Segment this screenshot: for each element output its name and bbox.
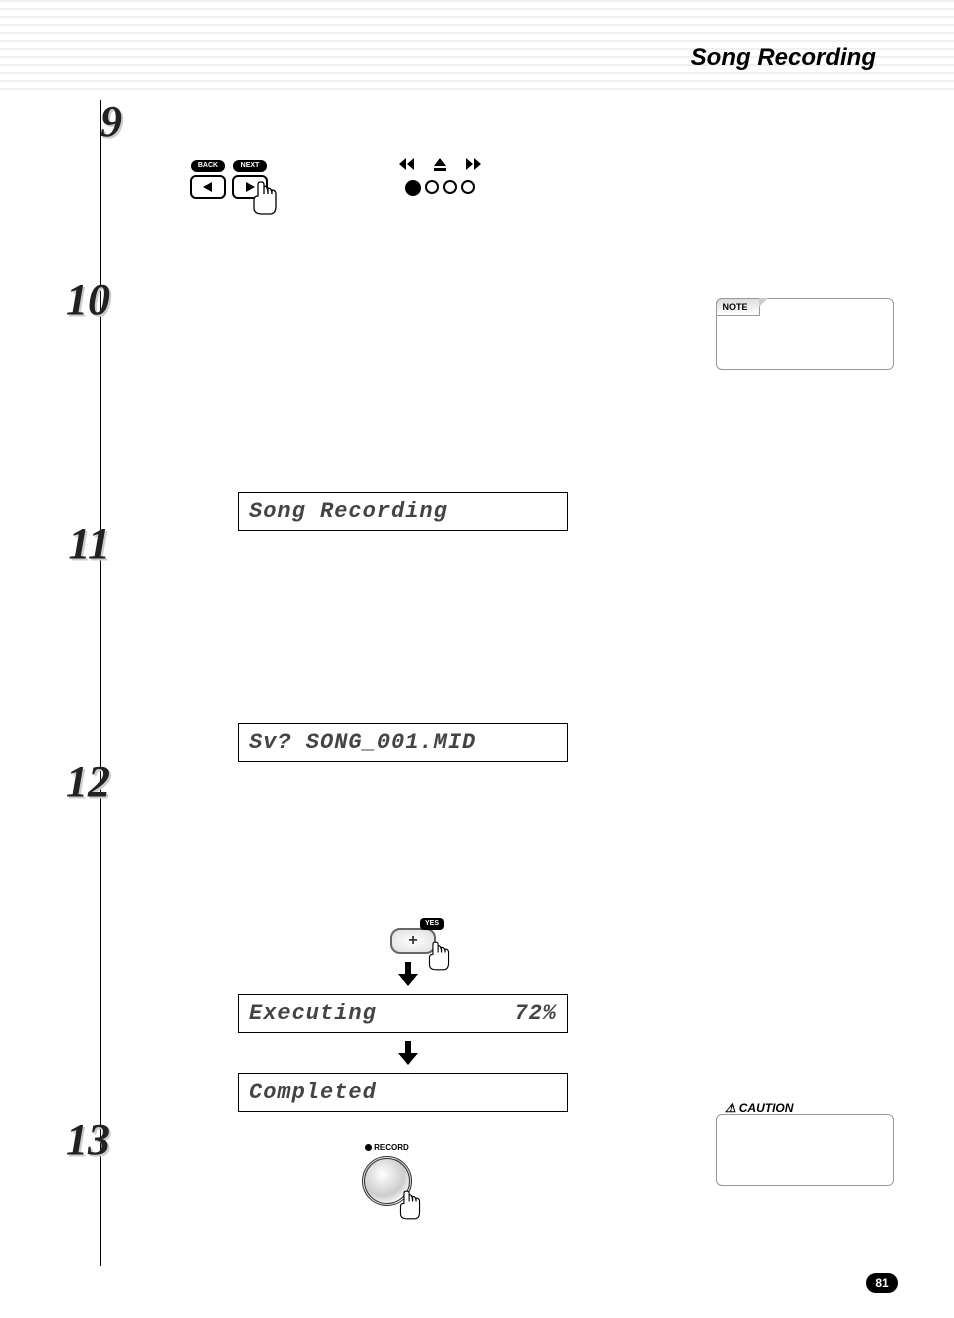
lcd1-text: Song Recording [249, 499, 448, 524]
note-callout: NOTE [716, 298, 894, 370]
step-number-12: 12 [60, 756, 110, 807]
lcd2-text: Sv? SONG_001.MID [249, 730, 476, 755]
pointing-hand-icon [250, 180, 280, 216]
rewind-arrows-icon [398, 158, 416, 172]
triangle-left-icon [202, 181, 214, 193]
media-controls-illustration [390, 160, 490, 220]
arrow-down-icon [400, 1041, 416, 1065]
lcd-display-1: Song Recording [238, 492, 568, 531]
yes-tag: YES [420, 918, 444, 930]
record-text: RECORD [374, 1143, 409, 1152]
step9-illustration: BACK NEXT [190, 160, 894, 220]
lcd-display-4: Completed [238, 1073, 568, 1112]
pointing-hand-icon [397, 1189, 423, 1221]
lcd3-right: 72% [514, 1001, 557, 1026]
lcd-display-2: Sv? SONG_001.MID [238, 723, 568, 762]
record-label: RECORD [359, 1143, 415, 1152]
caution-text: CAUTION [739, 1101, 794, 1115]
note-label: NOTE [716, 298, 760, 316]
next-label: NEXT [233, 160, 267, 172]
eject-icon [433, 158, 447, 172]
arrow-down-icon [400, 962, 416, 986]
record-button[interactable]: RECORD [362, 1156, 412, 1206]
forward-arrows-icon [464, 158, 482, 172]
yes-button[interactable]: YES + [390, 928, 436, 954]
step-number-13: 13 [60, 1114, 110, 1165]
media-dot-1 [405, 180, 421, 196]
media-dot-4 [461, 180, 475, 194]
section-heading: Song Recording [691, 44, 876, 72]
step-number-11: 11 [60, 518, 110, 569]
warning-triangle-icon: ⚠ [725, 1101, 736, 1115]
media-dot-2 [425, 180, 439, 194]
lcd4-text: Completed [249, 1080, 377, 1105]
plus-icon: + [408, 932, 417, 950]
media-dot-3 [443, 180, 457, 194]
page-number: 81 [866, 1273, 898, 1293]
lcd3-left: Executing [249, 1001, 377, 1026]
step-number-9: 9 [72, 96, 122, 147]
back-next-buttons: BACK NEXT [190, 160, 300, 220]
note-fold-icon [759, 298, 768, 307]
caution-label: ⚠CAUTION [725, 1101, 793, 1115]
caution-callout: ⚠CAUTION [716, 1114, 894, 1186]
back-button[interactable] [190, 175, 226, 199]
back-label: BACK [191, 160, 225, 172]
pointing-hand-icon [426, 940, 452, 972]
lcd-display-3: Executing 72% [238, 994, 568, 1033]
step-number-10: 10 [60, 274, 110, 325]
record-dot-icon [365, 1144, 372, 1151]
